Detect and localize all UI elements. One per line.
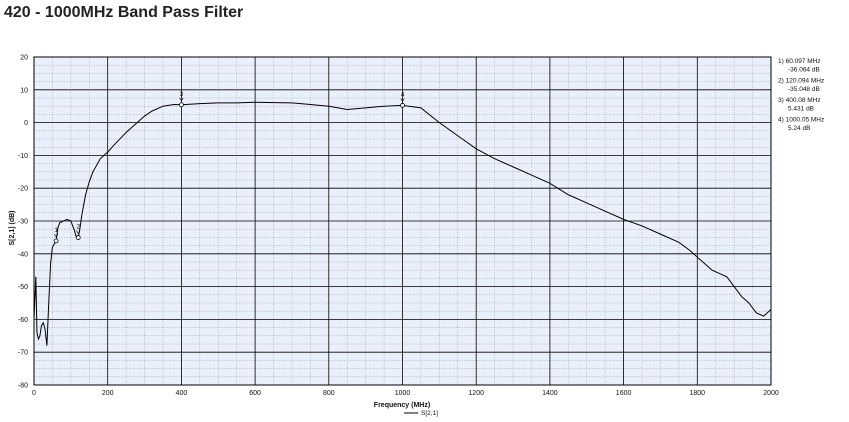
- y-tick-label: -10: [18, 153, 28, 160]
- x-tick-label: 400: [176, 390, 188, 397]
- marker-readout-value: 5.431 dB: [788, 106, 814, 113]
- legend-label: S[2,1]: [421, 410, 438, 417]
- marker-readout-freq: 4) 1000.05 MHz: [778, 117, 824, 124]
- x-tick-label: 800: [323, 390, 335, 397]
- chart-title: 420 - 1000MHz Band Pass Filter: [4, 4, 244, 21]
- y-tick-label: -50: [18, 284, 28, 291]
- y-tick-label: 10: [20, 87, 28, 94]
- marker-point: [75, 235, 81, 240]
- y-tick-label: 20: [20, 55, 28, 62]
- y-tick-label: -40: [18, 251, 28, 258]
- marker-label: 3: [180, 91, 184, 98]
- marker-label: 2: [76, 224, 80, 231]
- marker-point: [53, 238, 59, 244]
- x-tick-label: 1800: [690, 390, 706, 397]
- marker-point: [179, 102, 184, 108]
- marker-label: 4: [401, 91, 405, 98]
- x-axis-label: Frequency (MHz): [374, 402, 430, 409]
- x-tick-label: 1200: [468, 390, 484, 397]
- x-tick-label: 1000: [395, 390, 411, 397]
- y-tick-labels: 20 10 0 -10 -20 -30 -40 -50 -60 -70 -80: [18, 55, 28, 390]
- marker-arrow: [54, 233, 59, 238]
- marker-arrow: [179, 97, 184, 102]
- marker-readout-value: -36.064 dB: [788, 67, 820, 74]
- y-tick-label: -20: [18, 186, 28, 193]
- x-tick-label: 0: [32, 390, 36, 397]
- x-tick-label: 2000: [763, 390, 779, 397]
- y-tick-label: -60: [18, 317, 28, 324]
- marker-readouts: 1) 60.097 MHz -36.064 dB 2) 120.094 MHz-35…: [778, 58, 824, 132]
- marker-point: [400, 103, 405, 108]
- y-tick-label: -30: [18, 219, 28, 226]
- marker-readout-freq: 2) 120.094 MHz: [778, 78, 824, 85]
- markers: 1 2 3 4: [53, 91, 405, 244]
- marker-readout-freq: 1) 60.097 MHz: [778, 58, 821, 65]
- y-tick-label: -80: [18, 383, 28, 390]
- marker-arrow: [76, 230, 81, 235]
- legend: S[2,1]: [404, 410, 438, 417]
- x-tick-label: 1400: [542, 390, 558, 397]
- marker-readout-value: 5.24 dB: [788, 125, 810, 132]
- plot-frame: [33, 56, 772, 386]
- marker-label: 1: [54, 227, 58, 234]
- x-tick-label: 1600: [616, 390, 632, 397]
- grid: [33, 56, 772, 386]
- marker-readout-value: -35.048 dB: [788, 86, 820, 93]
- marker-arrow: [400, 98, 405, 102]
- y-tick-label: -70: [18, 350, 28, 357]
- x-tick-label: 600: [249, 390, 261, 397]
- x-tick-labels: 0 200 400 600 800 1000 1200 1400 1600 1800 2000: [32, 390, 779, 397]
- y-axis-label: S[2,1] (dB): [9, 211, 16, 246]
- x-tick-label: 200: [102, 390, 114, 397]
- y-tick-label: 0: [24, 120, 28, 127]
- marker-readout-freq: 3) 400.08 MHz: [778, 97, 821, 104]
